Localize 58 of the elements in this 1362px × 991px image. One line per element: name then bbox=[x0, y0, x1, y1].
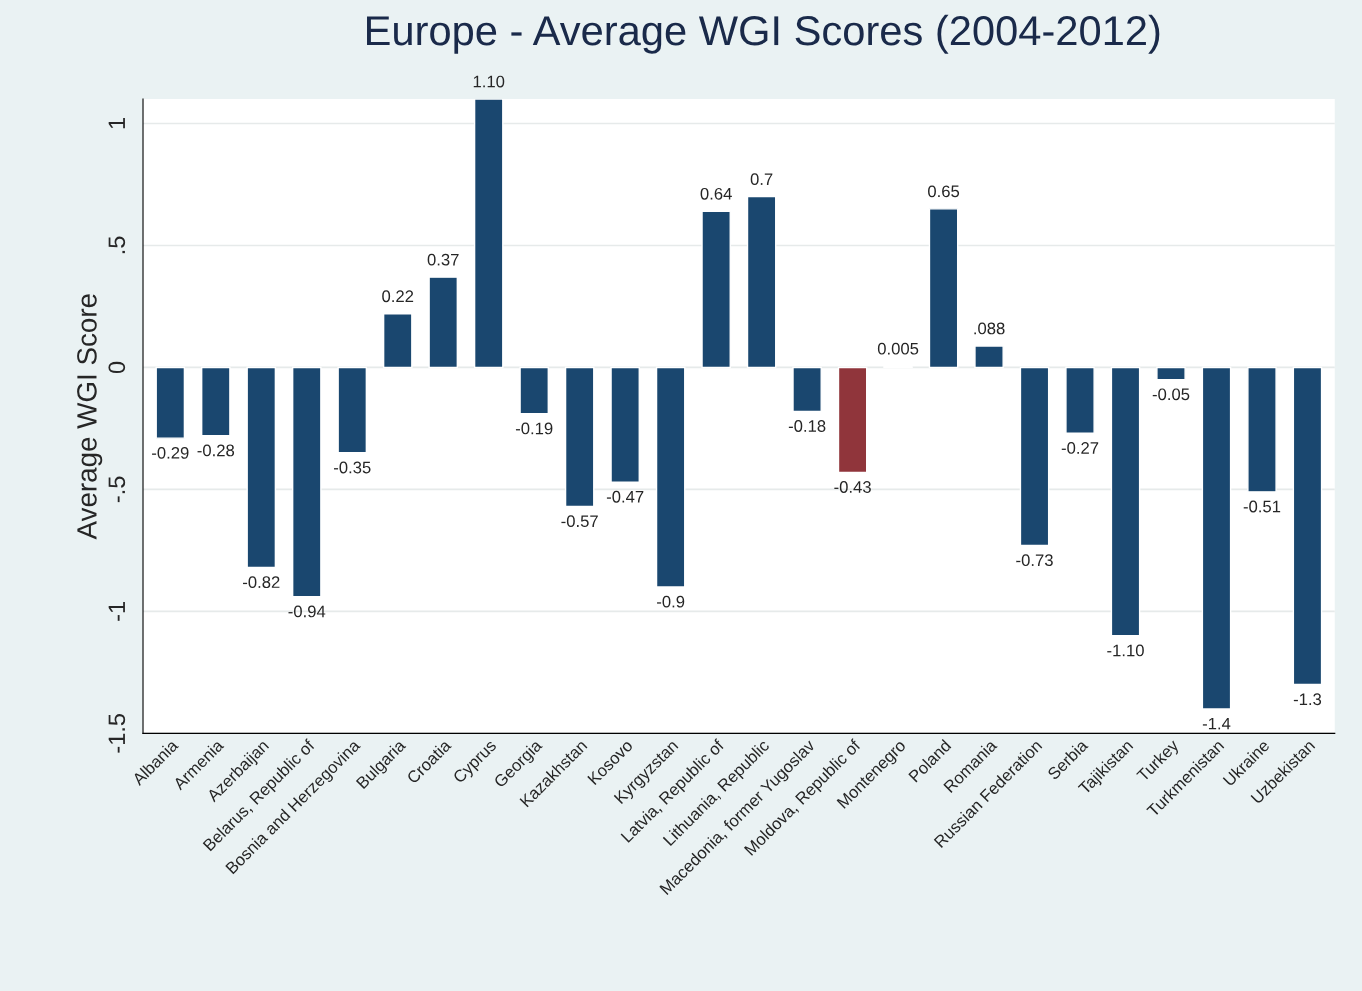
data-label: -0.94 bbox=[288, 605, 326, 618]
data-label: -0.05 bbox=[1152, 388, 1190, 401]
data-label: -0.57 bbox=[561, 515, 598, 528]
y-tick-label: 1 bbox=[108, 118, 125, 129]
bar bbox=[1110, 366, 1141, 637]
data-label: -0.28 bbox=[197, 444, 235, 457]
data-label: -0.18 bbox=[788, 420, 826, 432]
bar bbox=[837, 366, 868, 474]
data-label: -0.47 bbox=[606, 490, 644, 503]
bar bbox=[428, 276, 459, 369]
y-axis-title: Average WGI Score bbox=[77, 294, 103, 540]
y-tick-label: -.5 bbox=[108, 476, 126, 503]
data-label: -0.19 bbox=[515, 422, 553, 435]
y-tick-label: 0 bbox=[108, 361, 126, 374]
bar bbox=[1247, 366, 1277, 493]
bar bbox=[337, 366, 368, 454]
bar bbox=[655, 366, 686, 588]
bar bbox=[1292, 366, 1323, 686]
bar bbox=[701, 210, 731, 369]
data-label: 0.22 bbox=[382, 290, 414, 303]
bar bbox=[928, 208, 959, 369]
bar bbox=[519, 366, 549, 415]
data-label: -0.51 bbox=[1243, 500, 1281, 513]
bar bbox=[610, 366, 640, 483]
bar bbox=[974, 345, 1004, 369]
bar bbox=[1201, 366, 1232, 710]
data-label: 0.65 bbox=[928, 185, 960, 198]
y-tick-label: -1 bbox=[108, 602, 125, 621]
bar bbox=[746, 195, 777, 369]
chart-title: Europe - Average WGI Scores (2004-2012) bbox=[367, 14, 1160, 54]
data-label: .088 bbox=[974, 322, 1005, 335]
bar bbox=[1156, 366, 1186, 381]
data-label: -1.3 bbox=[1293, 693, 1322, 706]
bar bbox=[246, 366, 277, 569]
bar bbox=[1019, 366, 1050, 547]
data-label: -0.43 bbox=[834, 481, 871, 493]
data-label: -0.35 bbox=[334, 461, 371, 474]
y-tick-label: -1.5 bbox=[108, 713, 126, 753]
data-label: -0.73 bbox=[1016, 554, 1053, 567]
bar bbox=[1065, 366, 1095, 434]
data-label: -0.82 bbox=[243, 576, 280, 589]
bar bbox=[792, 366, 822, 413]
y-tick-label: .5 bbox=[108, 236, 126, 254]
data-label: 0.37 bbox=[427, 253, 459, 266]
bar bbox=[200, 366, 231, 437]
data-label: -0.27 bbox=[1061, 442, 1099, 454]
data-label: 0.005 bbox=[877, 342, 919, 355]
bar bbox=[564, 366, 595, 508]
bar bbox=[291, 366, 322, 598]
bar bbox=[382, 313, 413, 369]
data-label: 0.7 bbox=[750, 173, 773, 186]
data-label: -1.10 bbox=[1107, 644, 1144, 657]
data-label: -0.29 bbox=[152, 446, 189, 459]
data-label: -0.9 bbox=[657, 595, 685, 608]
data-label: 1.10 bbox=[473, 75, 505, 88]
bar bbox=[155, 366, 186, 439]
data-label: 0.64 bbox=[700, 187, 732, 200]
data-label: -1.4 bbox=[1202, 717, 1231, 730]
